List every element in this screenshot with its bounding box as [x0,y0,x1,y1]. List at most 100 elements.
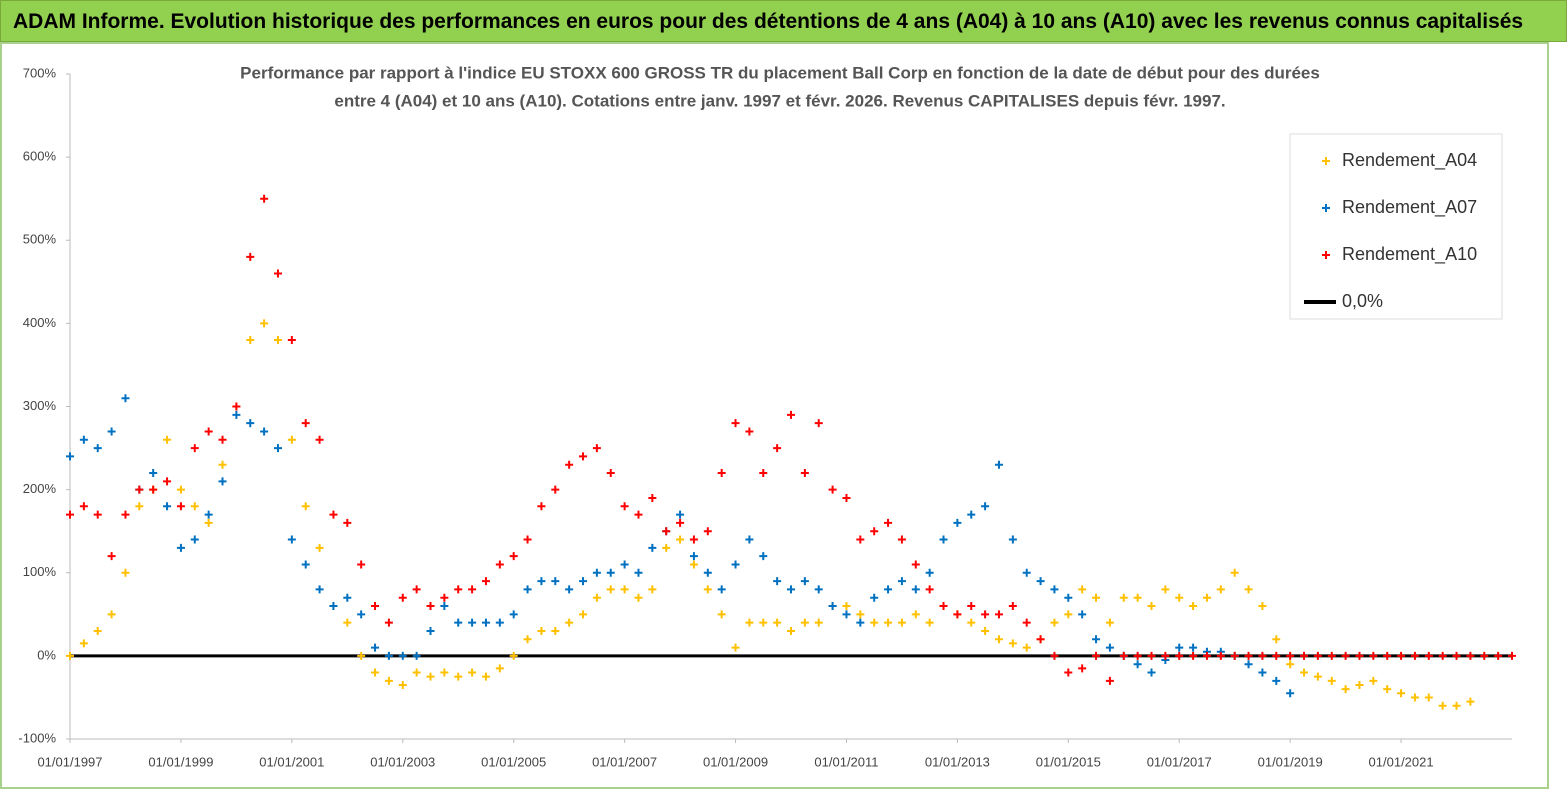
data-point [981,626,990,635]
y-tick-label: 0% [37,647,56,662]
data-point [454,672,463,681]
data-point [1119,593,1128,602]
data-point [856,610,865,619]
data-point [967,510,976,519]
data-point [592,593,601,602]
data-point [856,535,865,544]
data-point [121,510,130,519]
data-point [1078,664,1087,673]
data-point [1078,610,1087,619]
data-point [981,502,990,511]
data-point [967,618,976,627]
data-point [994,460,1003,469]
x-tick-label: 01/01/2007 [592,754,657,769]
data-point [523,535,532,544]
data-point [329,602,338,610]
data-point [398,593,407,602]
data-point [551,577,560,586]
legend-marker [1322,251,1330,259]
data-point [523,635,532,644]
data-point [800,618,809,627]
data-point [703,568,712,577]
data-point [1189,643,1198,652]
data-point [1036,635,1045,644]
data-point [994,635,1003,644]
data-point [1452,701,1461,710]
data-point [204,518,213,527]
data-point [384,651,393,660]
y-tick-label: 400% [23,315,57,330]
x-tick-label: 01/01/2003 [370,754,435,769]
data-point [301,419,310,428]
data-point [759,552,768,561]
data-point [1008,639,1017,648]
data-point [481,618,490,627]
data-point [994,610,1003,619]
data-point [315,585,324,594]
data-point [1064,668,1073,677]
data-point [1064,593,1073,602]
data-point [1383,651,1392,660]
data-point [107,610,116,619]
data-point [232,410,241,419]
x-tick-label: 01/01/2019 [1258,754,1323,769]
data-point [343,593,352,602]
data-point [1258,651,1267,660]
y-tick-label: 300% [23,398,57,413]
legend-marker [1322,157,1330,165]
data-point [731,643,740,652]
data-point [454,585,463,594]
data-point [135,502,144,511]
x-tick-label: 01/01/1997 [37,754,102,769]
data-point [939,602,948,610]
data-point [190,502,199,511]
data-point [842,610,851,619]
data-point [66,452,74,461]
data-point [703,527,712,536]
legend-label: 0,0% [1342,291,1383,311]
data-point [468,585,477,594]
data-point [412,668,421,677]
data-point [384,618,393,627]
data-point [620,560,629,569]
data-point [1369,676,1378,685]
data-point [204,510,213,519]
data-point [634,568,643,577]
data-point [1230,651,1239,660]
data-point [1355,680,1364,689]
page-header: ADAM Informe. Evolution historique des p… [0,0,1567,42]
data-point [703,585,712,594]
data-point [135,485,144,494]
data-point [426,672,435,681]
data-point [717,610,726,619]
data-point [495,560,504,569]
data-point [745,427,754,436]
data-point [176,485,185,494]
data-point [1078,585,1087,594]
data-point [1438,701,1447,710]
data-point [1369,651,1378,660]
data-point [1147,651,1156,660]
legend-label: Rendement_A07 [1342,197,1477,218]
data-point [717,585,726,594]
data-point [842,493,851,502]
data-point [232,402,241,411]
data-point [537,502,546,511]
data-point [176,502,185,511]
x-tick-label: 01/01/2017 [1147,754,1212,769]
data-point [1244,651,1253,660]
data-point [689,552,698,561]
data-point [315,435,324,444]
data-point [606,568,615,577]
data-point [1244,660,1253,669]
data-point [1008,535,1017,544]
data-point [1036,577,1045,586]
data-point [287,336,296,344]
data-point [343,618,352,627]
data-point [1202,651,1211,660]
y-tick-label: 500% [23,232,57,247]
data-point [870,527,879,536]
data-point [260,319,269,328]
data-point [246,336,255,344]
data-point [773,577,782,586]
